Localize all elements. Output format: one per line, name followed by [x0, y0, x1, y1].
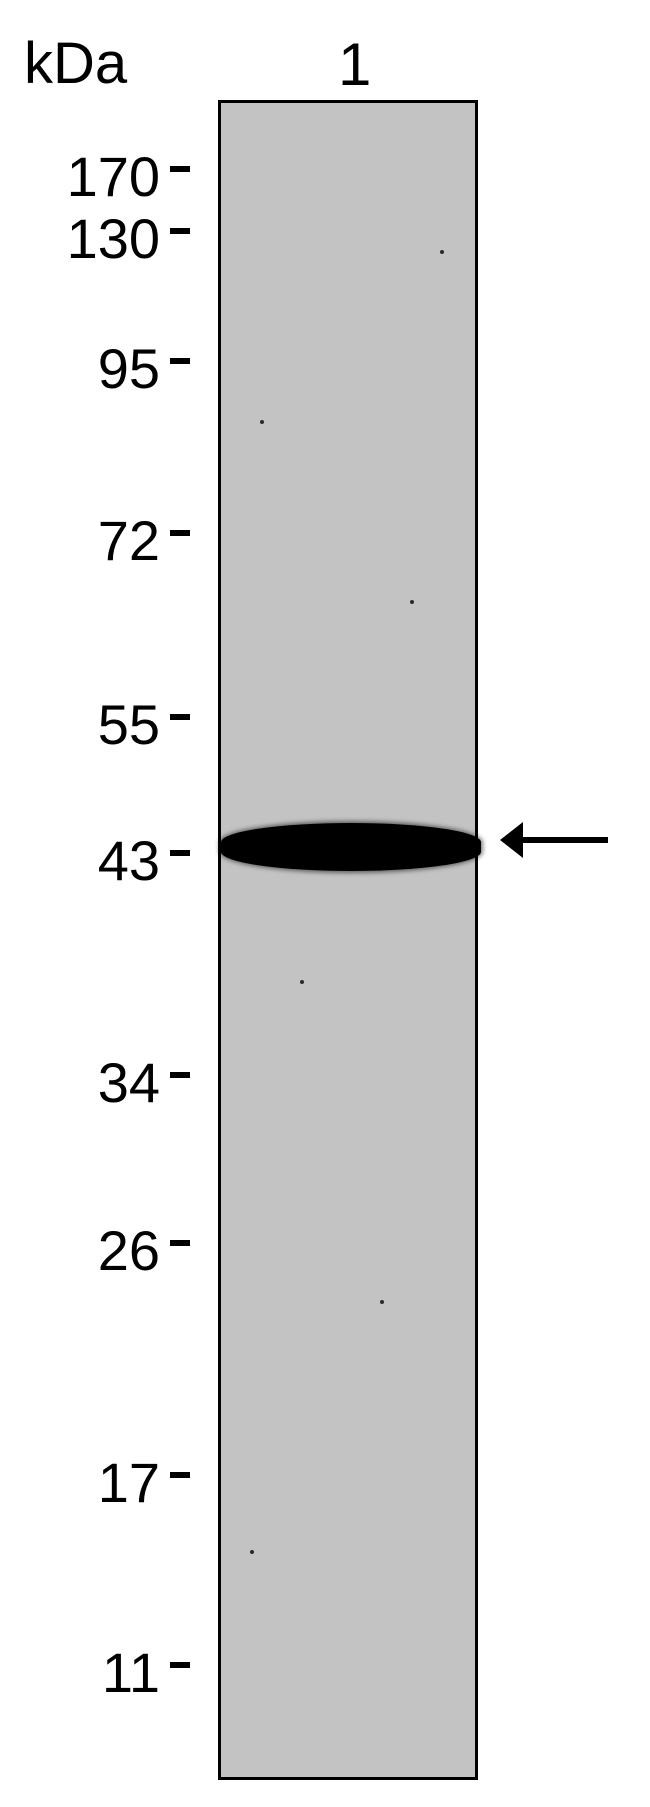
marker-label-34: 34	[98, 1050, 160, 1115]
marker-tick-130	[170, 228, 190, 234]
marker-tick-17	[170, 1472, 190, 1478]
band-arrow	[0, 0, 650, 1807]
marker-label-43: 43	[98, 828, 160, 893]
noise-dot	[300, 980, 304, 984]
noise-dot	[380, 1300, 384, 1304]
marker-tick-95	[170, 358, 190, 364]
marker-tick-34	[170, 1072, 190, 1078]
marker-tick-55	[170, 714, 190, 720]
marker-label-55: 55	[98, 692, 160, 757]
blot-figure: kDa 1 1701309572554334261711	[0, 0, 650, 1807]
arrow-shaft	[518, 837, 608, 843]
arrow-head-icon	[500, 822, 523, 858]
marker-label-72: 72	[98, 508, 160, 573]
noise-dot	[260, 420, 264, 424]
marker-label-170: 170	[67, 144, 160, 209]
noise-dot	[410, 600, 414, 604]
marker-label-130: 130	[67, 206, 160, 271]
marker-tick-170	[170, 166, 190, 172]
marker-label-11: 11	[102, 1640, 160, 1705]
marker-tick-72	[170, 530, 190, 536]
marker-label-26: 26	[98, 1218, 160, 1283]
noise-dot	[250, 1550, 254, 1554]
marker-tick-43	[170, 850, 190, 856]
noise-dot	[440, 250, 444, 254]
marker-tick-26	[170, 1240, 190, 1246]
marker-label-17: 17	[98, 1450, 160, 1515]
marker-tick-11	[170, 1662, 190, 1668]
marker-label-95: 95	[98, 336, 160, 401]
